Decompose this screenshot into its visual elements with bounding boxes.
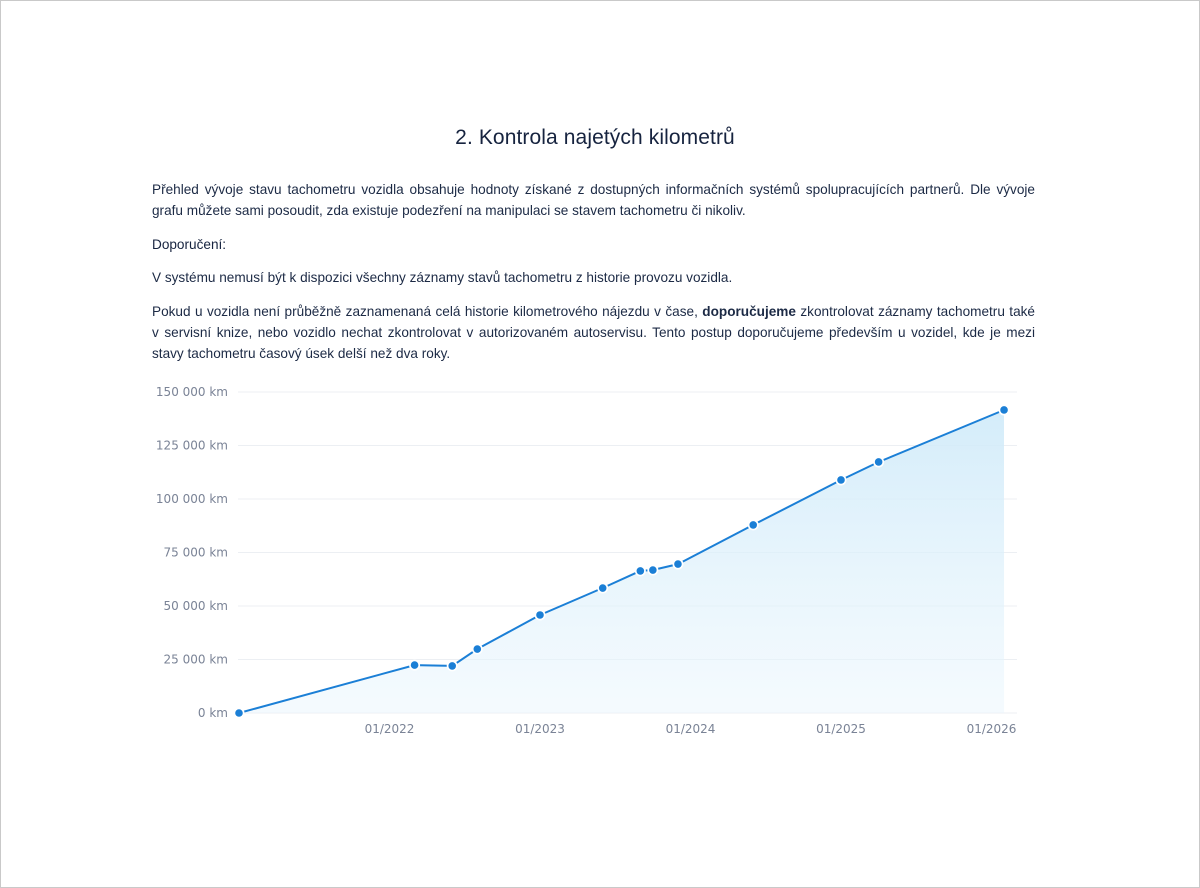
data-point (874, 458, 883, 466)
y-tick-label: 0 km (198, 706, 228, 720)
recommendation-heading: Doporučení: (152, 237, 227, 252)
x-tick-label: 01/2026 (967, 722, 1017, 736)
x-tick-label: 01/2025 (816, 722, 866, 736)
data-point (649, 566, 657, 574)
x-tick-label: 01/2022 (365, 722, 415, 736)
y-tick-label: 100 000 km (156, 492, 228, 506)
y-tick-label: 75 000 km (164, 546, 228, 560)
data-point (749, 521, 758, 529)
note-paragraph: V systému nemusí být k dispozici všechny… (152, 270, 733, 285)
advice-emphasis: doporučujeme (702, 304, 796, 319)
x-tick-label: 01/2023 (515, 722, 565, 736)
data-point (536, 611, 544, 619)
advice-text: Pokud u vozidla není průběžně zaznamenan… (152, 304, 703, 319)
section-title: 2. Kontrola najetých kilometrů (455, 126, 735, 149)
data-point (674, 560, 682, 568)
advice-text-rest: zkontrolovat záznamy tachometru také v s… (152, 304, 1035, 361)
data-point (235, 709, 243, 717)
area-fill (239, 410, 1005, 713)
data-point (636, 567, 645, 575)
data-point (1000, 406, 1008, 414)
advice-paragraph: Pokud u vozidla není průběžně zaznamenan… (152, 301, 1035, 364)
y-tick-label: 25 000 km (164, 653, 228, 667)
data-point (448, 662, 457, 670)
intro-paragraph: Přehled vývoje stavu tachometru vozidla … (152, 182, 1035, 218)
y-tick-label: 50 000 km (164, 599, 228, 613)
data-point (410, 661, 419, 669)
data-point (473, 645, 482, 653)
data-point (837, 476, 845, 484)
y-tick-label: 125 000 km (156, 439, 228, 453)
x-tick-label: 01/2024 (666, 722, 716, 736)
data-point (598, 584, 607, 592)
y-tick-label: 150 000 km (156, 385, 228, 399)
